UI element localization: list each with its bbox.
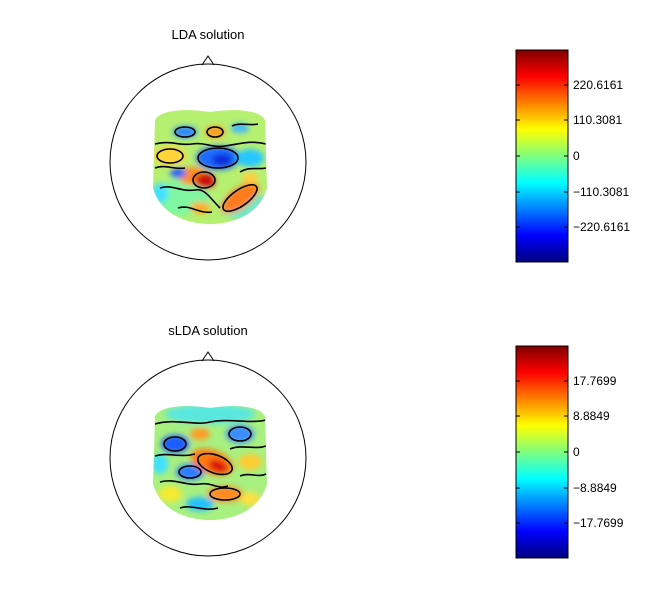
slda-map-field: [153, 406, 267, 520]
head-outline: [109, 63, 307, 261]
lda-panel: LDA solution: [109, 27, 630, 263]
slda-tick-label-4: −8.8849: [573, 481, 617, 495]
slda-tick-label-3: 0: [573, 445, 580, 459]
slda-tick-label-1: 17.7699: [573, 374, 617, 388]
lda-tick-label-4: −110.3081: [573, 185, 629, 199]
lda-tick-label-1: 220.6161: [573, 78, 623, 92]
slda-contour-lines: [154, 419, 267, 510]
lda-head-topomap: [109, 55, 307, 261]
head-outline: [109, 359, 307, 557]
slda-colorbar-ticks: [516, 380, 568, 524]
lda-tick-label-2: 110.3081: [573, 113, 622, 127]
nose-marker: [201, 351, 215, 362]
lda-title: LDA solution: [171, 27, 245, 42]
lda-tick-label-3: 0: [573, 149, 580, 163]
slda-tick-label-2: 8.8849: [573, 409, 610, 423]
lda-colorbar-ticks: [516, 84, 568, 228]
slda-panel: sLDA solution: [0, 296, 655, 596]
lda-contour-lines: [154, 123, 267, 214]
lda-colorbar: 220.6161 110.3081 0 −110.3081 −220.6161: [515, 49, 630, 263]
lda-map-field: [153, 110, 267, 224]
nose-marker: [201, 55, 215, 66]
slda-tick-label-5: −17.7699: [573, 516, 624, 530]
slda-title: sLDA solution: [168, 323, 248, 338]
lda-tick-label-5: −220.6161: [573, 220, 630, 234]
slda-head-topomap: [109, 351, 307, 557]
slda-colorbar: 17.7699 8.8849 0 −8.8849 −17.7699: [515, 345, 624, 559]
